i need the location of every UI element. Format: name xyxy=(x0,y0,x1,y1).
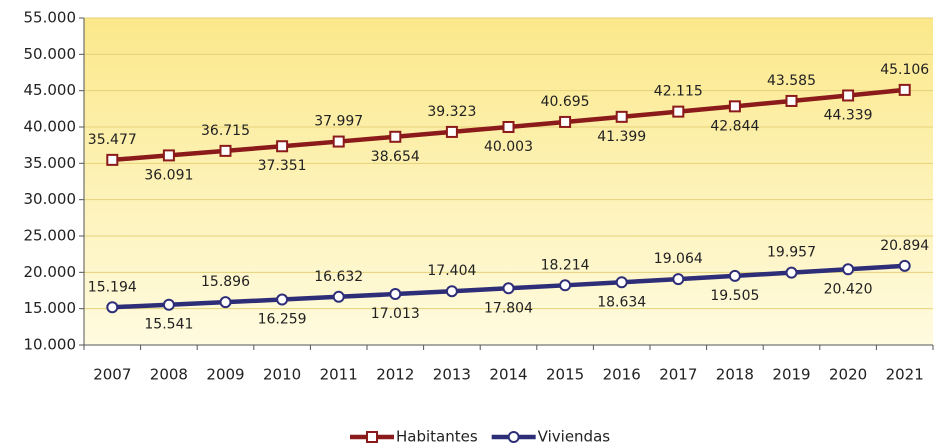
x-tick-label: 2021 xyxy=(886,366,924,384)
y-tick-label: 25.000 xyxy=(24,227,77,245)
y-tick-label: 30.000 xyxy=(24,190,77,208)
data-label: 40.003 xyxy=(484,139,533,155)
data-point xyxy=(728,269,741,282)
data-label: 36.091 xyxy=(144,167,193,183)
data-label: 18.214 xyxy=(541,257,590,273)
data-label: 40.695 xyxy=(541,94,590,110)
data-point xyxy=(162,298,175,311)
data-label: 18.634 xyxy=(597,294,646,310)
data-point xyxy=(389,130,402,143)
data-point xyxy=(445,125,458,138)
data-label: 42.844 xyxy=(710,118,759,134)
data-label: 15.194 xyxy=(88,279,137,295)
x-tick-label: 2009 xyxy=(206,366,244,384)
data-label: 45.106 xyxy=(880,62,929,78)
data-point xyxy=(219,296,232,309)
data-point xyxy=(106,301,119,314)
data-point xyxy=(728,100,741,113)
y-tick-label: 40.000 xyxy=(24,118,77,136)
data-label: 15.541 xyxy=(144,317,193,333)
data-point xyxy=(615,110,628,123)
data-label: 20.420 xyxy=(824,281,873,297)
data-label: 16.632 xyxy=(314,269,363,285)
x-tick-label: 2007 xyxy=(93,366,131,384)
data-point xyxy=(785,266,798,279)
data-point xyxy=(672,105,685,118)
plot-area xyxy=(84,18,933,345)
data-point xyxy=(276,140,289,153)
data-label: 42.115 xyxy=(654,84,703,100)
x-tick-label: 2011 xyxy=(320,366,358,384)
data-label: 19.957 xyxy=(767,245,816,261)
data-point xyxy=(615,276,628,289)
data-label: 39.323 xyxy=(427,104,476,120)
data-point xyxy=(162,149,175,162)
y-tick-label: 55.000 xyxy=(24,9,77,27)
x-tick-label: 2019 xyxy=(772,366,810,384)
y-tick-label: 20.000 xyxy=(24,263,77,281)
data-point xyxy=(219,144,232,157)
data-label: 17.013 xyxy=(371,306,420,322)
x-tick-label: 2012 xyxy=(376,366,414,384)
y-tick-label: 10.000 xyxy=(24,336,77,354)
y-tick-label: 15.000 xyxy=(24,299,77,317)
data-point xyxy=(559,279,572,292)
data-label: 19.505 xyxy=(710,288,759,304)
data-label: 36.715 xyxy=(201,123,250,139)
y-tick-label: 35.000 xyxy=(24,154,77,172)
x-tick-label: 2008 xyxy=(150,366,188,384)
data-point xyxy=(842,263,855,276)
data-label: 37.997 xyxy=(314,114,363,130)
data-point xyxy=(898,83,911,96)
x-tick-label: 2015 xyxy=(546,366,584,384)
x-tick-label: 2014 xyxy=(489,366,527,384)
x-tick-label: 2017 xyxy=(659,366,697,384)
y-tick-label: 50.000 xyxy=(24,45,77,63)
data-point xyxy=(276,293,289,306)
data-label: 20.894 xyxy=(880,238,929,254)
data-label: 16.259 xyxy=(258,312,307,328)
x-tick-label: 2016 xyxy=(603,366,641,384)
data-point xyxy=(559,115,572,128)
data-point xyxy=(502,120,515,133)
data-label: 44.339 xyxy=(824,107,873,123)
x-tick-label: 2013 xyxy=(433,366,471,384)
data-label: 35.477 xyxy=(88,132,137,148)
data-point xyxy=(389,288,402,301)
legend-label: Viviendas xyxy=(538,428,611,446)
data-point xyxy=(502,282,515,295)
x-tick-label: 2018 xyxy=(716,366,754,384)
data-label: 15.896 xyxy=(201,274,250,290)
data-point xyxy=(332,135,345,148)
data-label: 38.654 xyxy=(371,149,420,165)
data-point xyxy=(106,153,119,166)
legend-marker xyxy=(507,431,520,443)
data-label: 19.064 xyxy=(654,251,703,267)
y-tick-label: 45.000 xyxy=(24,81,77,99)
data-label: 43.585 xyxy=(767,73,816,89)
data-point xyxy=(445,285,458,298)
data-label: 41.399 xyxy=(597,129,646,145)
x-tick-label: 2020 xyxy=(829,366,867,384)
data-label: 37.351 xyxy=(258,158,307,174)
legend-marker xyxy=(366,431,378,443)
data-point xyxy=(332,290,345,303)
data-label: 17.404 xyxy=(427,263,476,279)
data-point xyxy=(785,94,798,107)
data-label: 17.804 xyxy=(484,300,533,316)
x-tick-label: 2010 xyxy=(263,366,301,384)
data-point xyxy=(842,89,855,102)
data-point xyxy=(672,273,685,286)
legend-label: Habitantes xyxy=(396,428,478,446)
data-point xyxy=(898,259,911,272)
